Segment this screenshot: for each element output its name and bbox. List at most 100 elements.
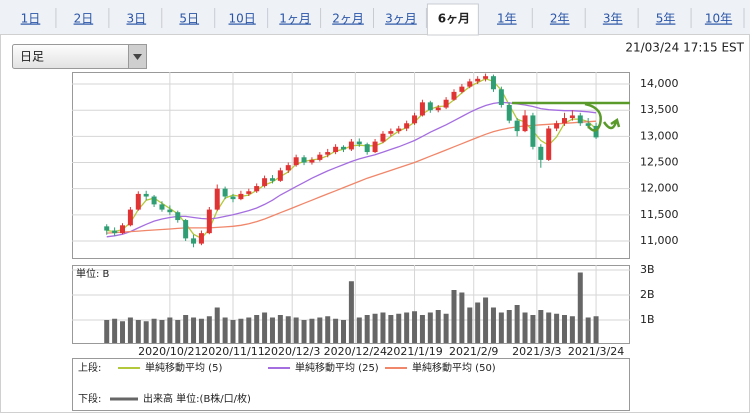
tab[interactable]: 1ヶ月: [279, 12, 311, 26]
x-tick-label: 2020/12/3: [264, 345, 320, 358]
volume-bar: [246, 317, 252, 343]
volume-bar: [341, 320, 347, 343]
volume-bar: [467, 307, 473, 343]
candle-body: [435, 107, 441, 111]
volume-bar: [372, 313, 378, 343]
volume-bar: [269, 317, 275, 343]
candle-body: [309, 159, 315, 163]
volume-bar: [262, 312, 268, 343]
candle-body: [530, 115, 536, 147]
candle-body: [246, 191, 252, 194]
candle-body: [206, 209, 212, 234]
candle-body: [348, 141, 354, 150]
volume-bar: [585, 317, 591, 343]
tab[interactable]: 3年: [603, 12, 623, 26]
tab[interactable]: 2ヶ月: [332, 12, 364, 26]
y-tick-label: 13,500: [640, 103, 679, 116]
tab[interactable]: 2年: [550, 12, 570, 26]
legend-items: 単純移動平均 (5) 単純移動平均 (25) 単純移動平均 (50) 出来高 単位:(…: [110, 361, 496, 405]
volume-bar: [356, 317, 362, 343]
tab[interactable]: 3日: [127, 12, 147, 26]
candle-body: [317, 154, 323, 160]
volume-bar: [475, 302, 481, 343]
tab[interactable]: 1年: [497, 12, 517, 26]
volume-bar: [364, 315, 370, 343]
price-panel: [72, 72, 630, 259]
tab[interactable]: 10年: [705, 12, 732, 26]
volume-bar: [167, 317, 173, 343]
tab[interactable]: 2日: [74, 12, 94, 26]
volume-bar: [230, 320, 236, 343]
volume-bar: [135, 320, 141, 343]
volume-bar: [191, 317, 197, 343]
dropdown-arrow: [133, 54, 142, 60]
candle-body: [175, 212, 181, 221]
volume-bar: [120, 321, 126, 343]
y-tick-label: 14,000: [640, 77, 679, 90]
candle-body: [593, 125, 599, 138]
volume-bar: [404, 312, 410, 343]
dropdown[interactable]: 日足: [12, 44, 147, 69]
volume-bar: [301, 320, 307, 343]
y-tick-label: 3B: [640, 263, 655, 276]
legend-entry: 単純移動平均 (25): [295, 361, 379, 374]
x-tick-label: 2021/3/24: [568, 345, 624, 358]
candle-body: [443, 99, 449, 108]
candle-body: [238, 193, 244, 200]
volume-bar: [222, 317, 228, 343]
candle-body: [269, 178, 275, 181]
candle-body: [198, 233, 204, 244]
candle-body: [498, 89, 504, 105]
volume-bar: [593, 316, 599, 343]
annotation-arrow: [584, 102, 602, 132]
candle-body: [475, 78, 481, 82]
candle-body: [222, 188, 228, 197]
annotation: [512, 101, 630, 132]
volume-bar: [198, 318, 204, 343]
candle-body: [388, 131, 394, 134]
legend-upper: 上段:: [78, 361, 101, 374]
volume-bar: [159, 320, 165, 343]
candle-body: [356, 141, 362, 145]
candle-body: [127, 209, 133, 226]
volume-bar: [451, 290, 457, 343]
candle-body: [404, 123, 410, 129]
moving-average-line: [106, 120, 597, 234]
candle-body: [120, 225, 126, 234]
volume-bar: [435, 310, 441, 343]
candle-body: [538, 146, 544, 160]
volume-bar: [419, 315, 425, 343]
candle-body: [506, 104, 512, 121]
timestamp: 21/03/24 17:15 EST: [625, 41, 744, 55]
volume-bar: [483, 297, 489, 343]
annotation-arrow: [602, 118, 621, 130]
volume-bar: [443, 313, 449, 343]
candle-body: [459, 86, 465, 92]
tab[interactable]: 1日: [21, 12, 41, 26]
tab[interactable]: 5日: [179, 12, 199, 26]
volume-bar: [538, 310, 544, 343]
candle-body: [143, 193, 149, 197]
tab[interactable]: 3ヶ月: [385, 12, 417, 26]
candle-body: [561, 118, 567, 124]
volume-bar: [254, 315, 260, 343]
y-tick-label: 11,000: [640, 234, 679, 247]
tab[interactable]: 6ヶ月: [438, 12, 470, 26]
volume-bar: [112, 318, 118, 343]
candle-body: [451, 91, 457, 100]
volume-bar: [348, 281, 354, 343]
tab[interactable]: 5年: [656, 12, 676, 26]
candle-body: [341, 146, 347, 150]
tab[interactable]: 10日: [229, 12, 256, 26]
volume-bar: [522, 312, 528, 343]
volume-bar: [380, 312, 386, 343]
candle-body: [151, 196, 157, 205]
x-tick-label: 2021/2/9: [449, 345, 498, 358]
x-tick-label: 2020/10/21: [138, 345, 201, 358]
candle-body: [112, 230, 118, 234]
volume-bar: [506, 310, 512, 343]
volume-bar: [104, 320, 110, 343]
volume-bar: [206, 316, 212, 343]
dropdown-label[interactable]: 日足: [20, 50, 44, 64]
volume-bar: [427, 312, 433, 343]
